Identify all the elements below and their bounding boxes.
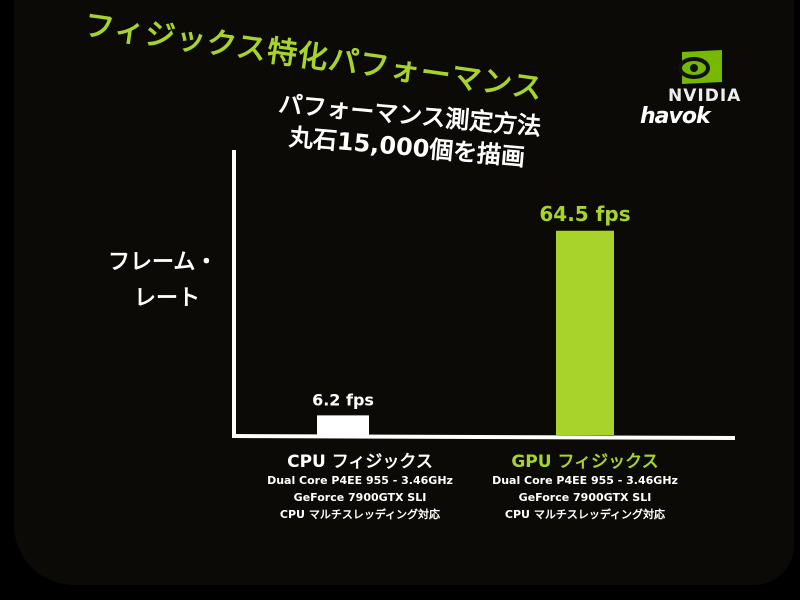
cpu-spec-cpu: Dual Core P4EE 955 - 3.46GHz xyxy=(267,474,453,487)
slide xyxy=(14,0,794,585)
category-label-cpu: CPU フィジックス xyxy=(287,452,433,472)
havok-logo: havok xyxy=(640,104,711,129)
data-label-cpu: 6.2 fps xyxy=(312,390,374,409)
category-gpu: GPU フィジックス Dual Core P4EE 955 - 3.46GHz … xyxy=(465,452,705,523)
y-axis-label-line-2: レート xyxy=(134,286,201,311)
x-axis xyxy=(231,434,736,440)
category-cpu: CPU フィジックス Dual Core P4EE 955 - 3.46GHz … xyxy=(240,452,480,523)
gpu-spec-cpu: Dual Core P4EE 955 - 3.46GHz xyxy=(492,474,678,487)
y-axis-label: フレーム・ レート xyxy=(108,245,217,317)
category-label-gpu: GPU フィジックス xyxy=(511,452,659,472)
gpu-spec-gpu: GeForce 7900GTX SLI xyxy=(518,491,652,504)
nvidia-logo: NVIDIA xyxy=(668,86,742,106)
cpu-spec-gpu: GeForce 7900GTX SLI xyxy=(293,491,427,504)
gpu-spec-threading: CPU マルチスレッディング対応 xyxy=(504,508,666,521)
cpu-spec-threading: CPU マルチスレッディング対応 xyxy=(279,508,441,521)
bar-gpu xyxy=(556,230,614,435)
bar-cpu xyxy=(317,415,369,435)
data-label-gpu: 64.5 fps xyxy=(539,202,630,226)
nvidia-eye-icon xyxy=(678,50,722,84)
y-axis-label-line-1: フレーム・ xyxy=(108,250,218,275)
